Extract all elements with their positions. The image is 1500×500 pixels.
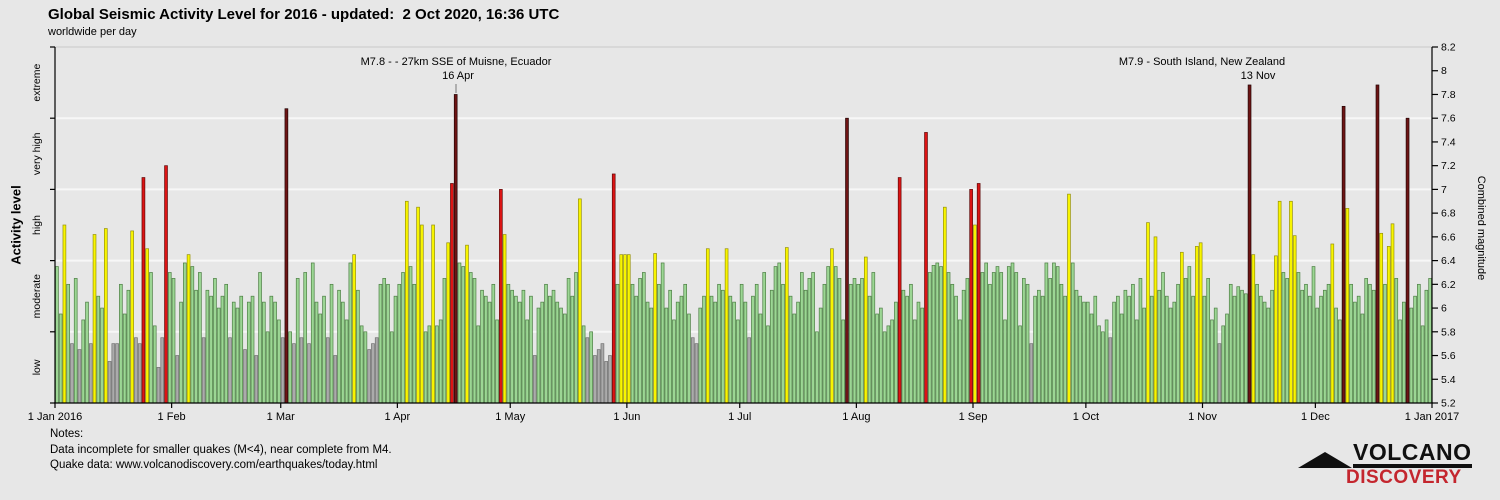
annotation-newzealand-quake: M7.9 - South Island, New Zealand xyxy=(1118,56,1286,68)
svg-text:8.2: 8.2 xyxy=(1441,42,1456,54)
notes-title: Notes: xyxy=(50,428,84,440)
activity-level-axis-label: Activity level xyxy=(8,185,24,265)
svg-text:extreme: extreme xyxy=(31,63,43,101)
svg-text:1 Feb: 1 Feb xyxy=(158,411,186,423)
logo-text-discovery: DISCOVERY xyxy=(1346,467,1462,489)
svg-text:1 Dec: 1 Dec xyxy=(1301,411,1330,423)
svg-text:high: high xyxy=(31,215,43,235)
svg-text:6: 6 xyxy=(1441,303,1447,315)
svg-text:low: low xyxy=(31,359,43,375)
svg-text:1 Jan 2016: 1 Jan 2016 xyxy=(28,411,82,423)
svg-text:1 Jan 2017: 1 Jan 2017 xyxy=(1405,411,1459,423)
volcano-icon xyxy=(1298,452,1352,469)
svg-text:1 Nov: 1 Nov xyxy=(1188,411,1217,423)
svg-text:6.2: 6.2 xyxy=(1441,279,1456,291)
svg-text:1 Sep: 1 Sep xyxy=(959,411,988,423)
svg-text:1 Mar: 1 Mar xyxy=(267,411,295,423)
notes-line-source: Quake data: www.volcanodiscovery.com/ear… xyxy=(50,459,378,471)
svg-text:6.8: 6.8 xyxy=(1441,208,1456,220)
svg-text:1 Aug: 1 Aug xyxy=(842,411,870,423)
svg-text:5.4: 5.4 xyxy=(1441,374,1456,386)
svg-text:1 Apr: 1 Apr xyxy=(385,411,411,423)
combined-magnitude-axis-label: Combined magnitude xyxy=(1475,175,1487,281)
svg-text:6.4: 6.4 xyxy=(1441,255,1456,267)
svg-text:6.6: 6.6 xyxy=(1441,231,1456,243)
svg-text:1 Jul: 1 Jul xyxy=(728,411,751,423)
notes-line-data: Data incomplete for smaller quakes (M<4)… xyxy=(50,443,392,456)
svg-text:1 Oct: 1 Oct xyxy=(1073,411,1099,423)
svg-text:5.8: 5.8 xyxy=(1441,326,1456,338)
svg-text:7.6: 7.6 xyxy=(1441,113,1456,125)
notes-block: Notes: Data incomplete for smaller quake… xyxy=(50,427,392,474)
svg-text:5.2: 5.2 xyxy=(1441,398,1456,410)
annotation-newzealand-date: 13 Nov xyxy=(1240,70,1276,82)
page-subtitle: worldwide per day xyxy=(48,26,137,38)
svg-text:moderate: moderate xyxy=(31,274,43,319)
svg-text:7.8: 7.8 xyxy=(1441,89,1456,101)
svg-text:8: 8 xyxy=(1441,65,1447,77)
annotation-ecuador-date: 16 Apr xyxy=(442,70,474,82)
svg-text:1 May: 1 May xyxy=(495,411,525,423)
logo-text-volcano: VOLCANO xyxy=(1353,440,1472,469)
volcano-discovery-logo: VOLCANO DISCOVERY xyxy=(1298,440,1472,489)
svg-text:7: 7 xyxy=(1441,184,1447,196)
page-title: Global Seismic Activity Level for 2016 -… xyxy=(48,6,560,23)
svg-text:7.2: 7.2 xyxy=(1441,160,1456,172)
svg-text:7.4: 7.4 xyxy=(1441,136,1456,148)
svg-text:5.6: 5.6 xyxy=(1441,350,1456,362)
svg-text:1 Jun: 1 Jun xyxy=(613,411,640,423)
svg-text:very high: very high xyxy=(31,132,43,175)
annotation-ecuador-quake: M7.8 - - 27km SSE of Muisne, Ecuador xyxy=(360,56,552,68)
